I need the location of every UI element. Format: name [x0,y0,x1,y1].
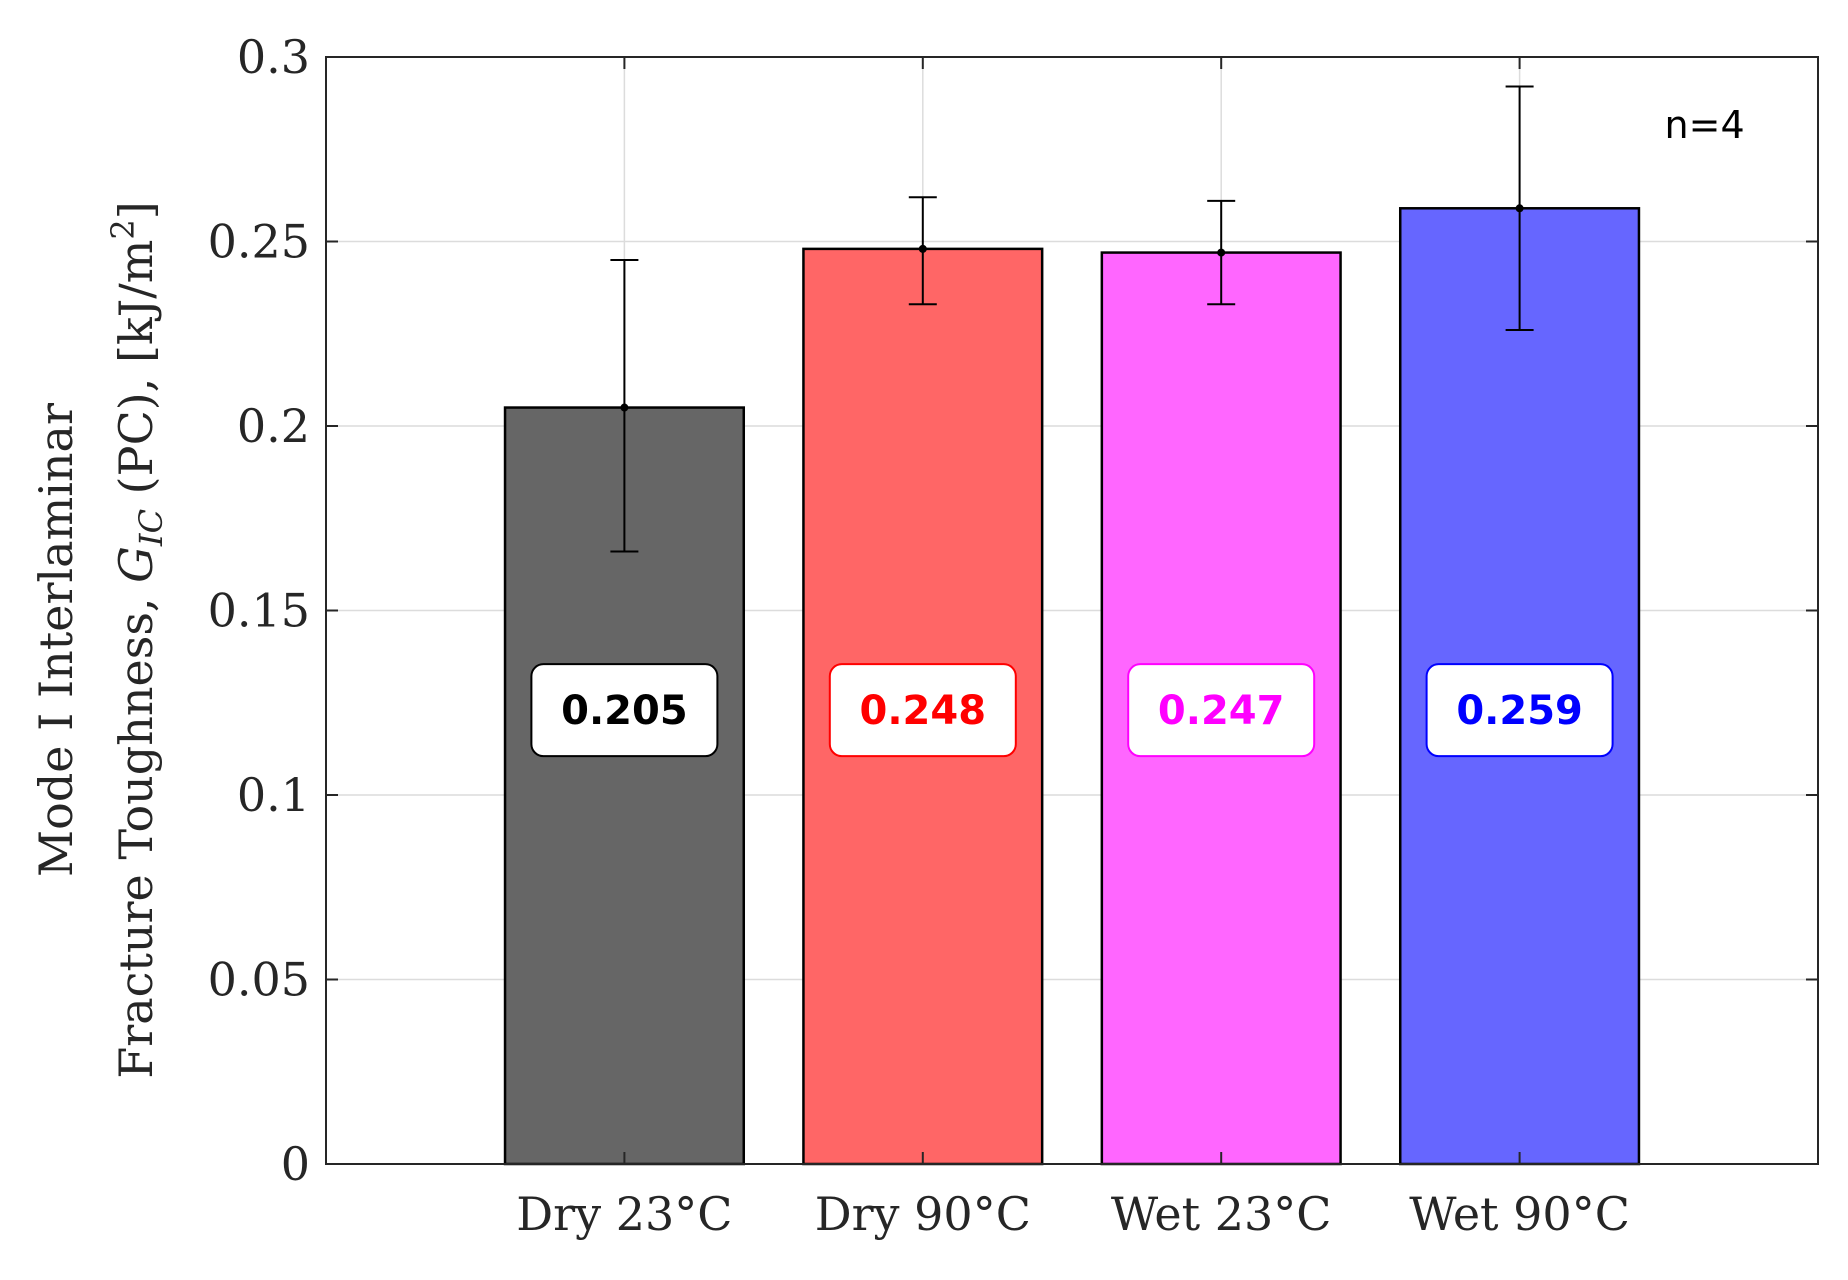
value-label: 0.259 [1456,688,1583,734]
mean-marker [1515,204,1524,213]
value-label: 0.205 [561,688,688,734]
mean-marker [1217,248,1226,257]
ylabel-subscript: IC [132,509,170,547]
y-tick-label: 0.15 [208,584,310,638]
y-axis-label-2: Fracture Toughness, GIC (PC), [kJ/m2] [104,201,170,1078]
value-labels: 0.205 0.248 0.247 0.259 [530,663,1614,758]
ylabel-symbol: G [109,546,163,583]
y-tick-label: 0.3 [237,30,310,84]
ylabel-close: ] [109,201,163,219]
value-label-box [1127,663,1316,758]
x-tick-label: Dry 23°C [516,1187,732,1241]
y-tick-label: 0.2 [237,399,310,453]
value-label: 0.248 [860,688,987,734]
ylabel-suffix: (PC), [kJ/m [109,240,163,509]
value-label-box [1425,663,1614,758]
ylabel-superscript: 2 [104,219,142,239]
mean-marker [918,244,927,253]
value-label-box [530,663,719,758]
mean-marker [620,403,629,412]
y-axis-label-line1: Mode I Interlaminar [29,403,83,877]
y-tick-label: 0.05 [208,953,310,1007]
y-tick-label: 0 [281,1137,310,1191]
x-tick-label: Dry 90°C [815,1187,1031,1241]
value-label-box [828,663,1017,758]
y-axis-label: Mode I Interlaminar [29,403,83,877]
y-tick-label: 0.25 [208,215,310,269]
y-tick-label: 0.1 [237,768,310,822]
y-axis-label-line2: Fracture Toughness, GIC (PC), [kJ/m2] [104,201,170,1078]
sample-count-annotation: n=4 [1665,103,1745,147]
error-bars [610,85,1534,553]
ylabel-prefix: Fracture Toughness, [109,583,163,1079]
x-tick-label: Wet 23°C [1111,1187,1332,1241]
value-label: 0.247 [1158,688,1285,734]
ticks: 0 0.05 0.1 0.15 0.2 0.25 0.3 Dry 23°C Dry 90°C We… [208,30,1818,1241]
x-tick-label: Wet 90°C [1409,1187,1630,1241]
